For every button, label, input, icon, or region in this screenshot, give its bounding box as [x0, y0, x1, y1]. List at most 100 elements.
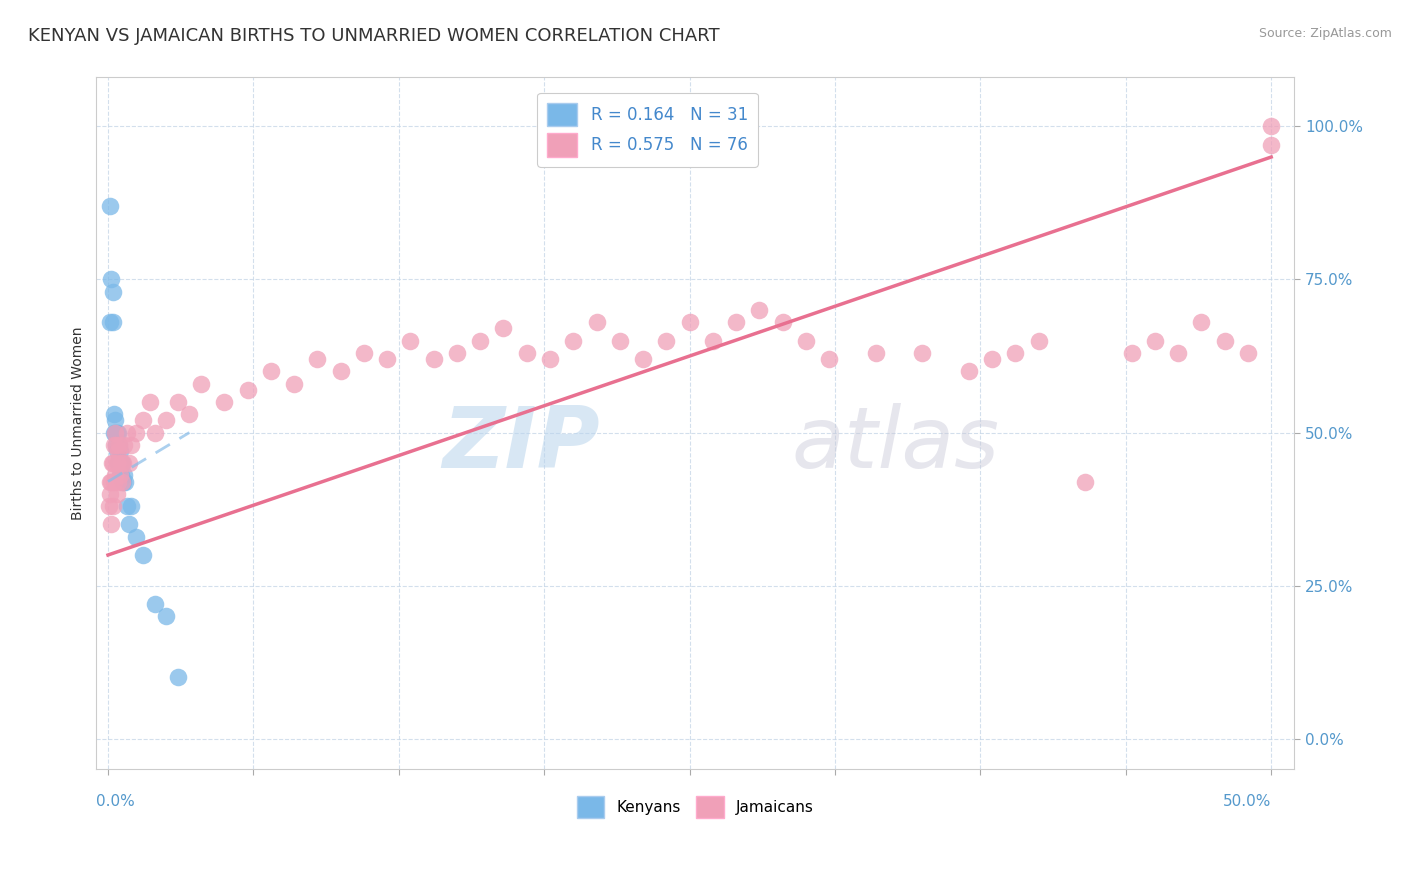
Point	[678, 315, 700, 329]
Point	[107, 425, 129, 440]
Point	[125, 425, 148, 440]
Point	[1213, 334, 1236, 348]
Point	[98, 499, 121, 513]
Point	[115, 499, 138, 513]
Point	[353, 346, 375, 360]
Point	[125, 530, 148, 544]
Point	[981, 352, 1004, 367]
Point	[98, 475, 121, 489]
Point	[105, 438, 128, 452]
Point	[725, 315, 748, 329]
Point	[562, 334, 585, 348]
Point	[307, 352, 329, 367]
Point	[631, 352, 654, 367]
Point	[516, 346, 538, 360]
Point	[260, 364, 283, 378]
Point	[103, 425, 125, 440]
Point	[110, 456, 132, 470]
Point	[375, 352, 398, 367]
Point	[101, 499, 124, 513]
Point	[100, 272, 122, 286]
Point	[1143, 334, 1166, 348]
Point	[108, 444, 131, 458]
Point	[108, 468, 131, 483]
Point	[105, 425, 128, 440]
Point	[179, 407, 201, 421]
Point	[107, 456, 129, 470]
Text: ZIP: ZIP	[441, 402, 599, 485]
Point	[155, 609, 177, 624]
Text: 0.0%: 0.0%	[97, 794, 135, 809]
Point	[399, 334, 422, 348]
Text: 50.0%: 50.0%	[1223, 794, 1271, 809]
Point	[104, 468, 127, 483]
Point	[108, 468, 131, 483]
Point	[1004, 346, 1026, 360]
Point	[101, 456, 124, 470]
Point	[101, 285, 124, 299]
Point	[1260, 137, 1282, 152]
Point	[772, 315, 794, 329]
Point	[105, 444, 128, 458]
Point	[120, 438, 142, 452]
Point	[104, 425, 127, 440]
Point	[101, 456, 124, 470]
Point	[118, 517, 141, 532]
Point	[112, 456, 135, 470]
Point	[110, 468, 132, 483]
Point	[538, 352, 561, 367]
Point	[422, 352, 444, 367]
Point	[108, 438, 131, 452]
Point	[103, 438, 125, 452]
Point	[103, 407, 125, 421]
Point	[818, 352, 841, 367]
Point	[100, 517, 122, 532]
Point	[104, 425, 127, 440]
Point	[132, 413, 155, 427]
Point	[329, 364, 352, 378]
Point	[214, 395, 236, 409]
Point	[108, 438, 131, 452]
Y-axis label: Births to Unmarried Women: Births to Unmarried Women	[72, 326, 86, 520]
Point	[1189, 315, 1212, 329]
Point	[132, 548, 155, 562]
Point	[957, 364, 980, 378]
Point	[1260, 120, 1282, 134]
Point	[139, 395, 162, 409]
Point	[98, 199, 121, 213]
Point	[105, 438, 128, 452]
Point	[112, 438, 135, 452]
Point	[283, 376, 305, 391]
Point	[166, 395, 188, 409]
Point	[1074, 475, 1097, 489]
Point	[911, 346, 934, 360]
Point	[105, 456, 128, 470]
Point	[107, 475, 129, 489]
Point	[492, 321, 515, 335]
Point	[166, 670, 188, 684]
Point	[143, 425, 166, 440]
Point	[609, 334, 631, 348]
Point	[110, 456, 132, 470]
Point	[118, 456, 141, 470]
Point	[112, 468, 135, 483]
Point	[114, 475, 136, 489]
Point	[446, 346, 468, 360]
Point	[101, 315, 124, 329]
Point	[111, 456, 134, 470]
Point	[120, 499, 142, 513]
Point	[143, 597, 166, 611]
Point	[655, 334, 678, 348]
Point	[112, 475, 135, 489]
Point	[794, 334, 817, 348]
Point	[115, 425, 138, 440]
Point	[470, 334, 492, 348]
Point	[104, 413, 127, 427]
Point	[1028, 334, 1050, 348]
Point	[103, 475, 125, 489]
Point	[1167, 346, 1189, 360]
Point	[100, 475, 122, 489]
Point	[702, 334, 724, 348]
Text: Source: ZipAtlas.com: Source: ZipAtlas.com	[1258, 27, 1392, 40]
Point	[1237, 346, 1260, 360]
